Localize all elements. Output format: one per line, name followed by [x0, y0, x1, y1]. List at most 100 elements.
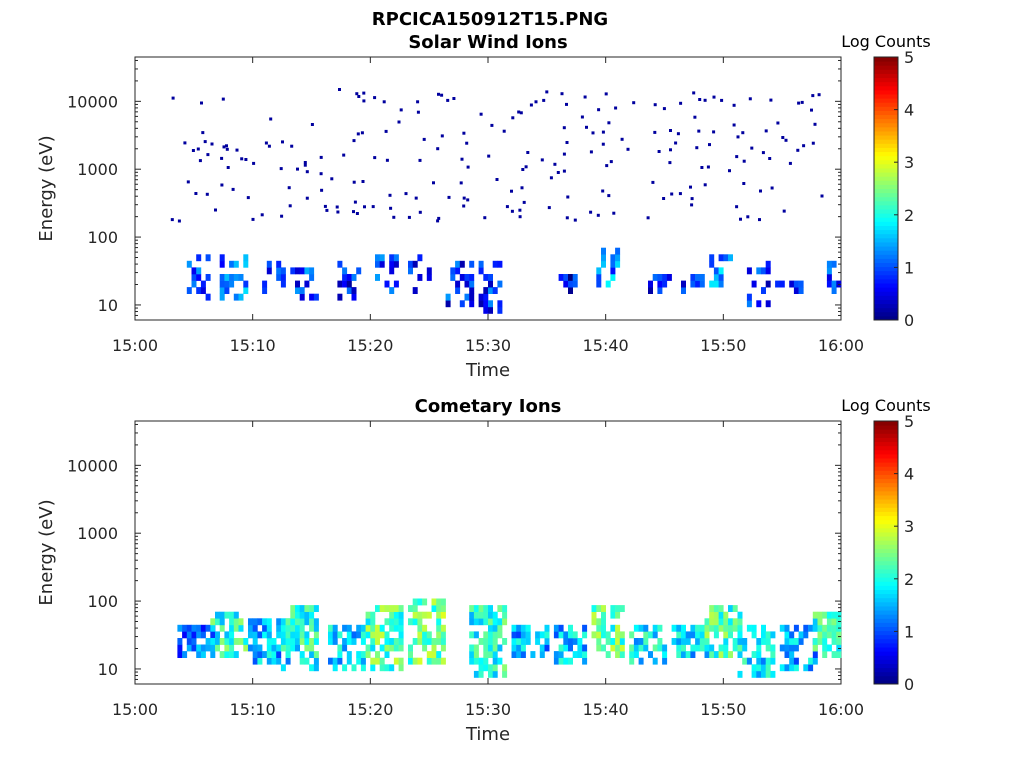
colorbar-swatch [874, 237, 898, 243]
spectrogram-cell [398, 657, 404, 665]
spectrogram-cell [742, 182, 746, 185]
spectrogram-cell [784, 631, 790, 639]
spectrogram-cell [681, 624, 686, 632]
spectrogram-cell [756, 657, 762, 665]
spectrogram-cell [251, 217, 255, 221]
spectrogram-cell [565, 216, 569, 220]
spectrogram-cell [459, 260, 465, 268]
spectrogram-cell [196, 631, 202, 639]
spectrogram-cell [384, 638, 390, 645]
spectrogram-cell [205, 274, 211, 281]
spectrogram-cell [447, 195, 451, 199]
spectrogram-cell [718, 254, 724, 262]
colorbar-swatch [874, 200, 898, 206]
colorbar-swatch [874, 445, 898, 451]
colorbar-swatch [874, 229, 898, 235]
spectrogram-cell [520, 631, 526, 639]
spectrogram-cell [257, 644, 263, 652]
spectrogram-cell [518, 208, 522, 212]
spectrogram-cell [285, 631, 291, 639]
colorbar-swatch [874, 564, 898, 570]
spectrogram-cell [280, 618, 286, 626]
spectrogram-cell [668, 161, 672, 165]
colorbar-swatch [874, 274, 898, 280]
spectrogram-cell [709, 644, 715, 652]
spectrogram-cell [238, 638, 244, 645]
spectrogram-cell [563, 280, 569, 288]
spectrogram-cell [732, 123, 736, 127]
spectrogram-cell [781, 136, 785, 139]
spectrogram-cell [233, 293, 239, 301]
colorbar-swatch [874, 675, 898, 681]
spectrogram-cell [629, 651, 635, 658]
colorbar-swatch [874, 478, 898, 484]
spectrogram-cell [737, 618, 743, 626]
spectrogram-cell [615, 651, 621, 658]
spectrogram-cell [408, 651, 413, 658]
colorbar-swatch [874, 163, 898, 169]
spectrogram-cell [290, 631, 296, 639]
spectrogram-cell [487, 154, 491, 158]
colorbar-swatch [874, 246, 898, 251]
spectrogram-cell [295, 611, 300, 619]
spectrogram-cell [267, 144, 271, 148]
spectrogram-cells [177, 598, 842, 678]
spectrogram-cell [196, 624, 202, 632]
spectrogram-cell [469, 651, 475, 658]
spectrogram-cell [422, 631, 428, 639]
spectrogram-cell [632, 101, 636, 105]
colorbar-swatch [874, 642, 898, 648]
spectrogram-cell [219, 293, 225, 301]
spectrogram-cell [436, 631, 442, 639]
spectrogram-cell [412, 598, 418, 606]
spectrogram-cell [553, 162, 557, 166]
spectrogram-cell [535, 631, 541, 639]
spectrogram-cell [362, 91, 366, 95]
spectrogram-cell [544, 624, 550, 632]
spectrogram-cell [219, 611, 225, 619]
spectrogram-cell [539, 631, 545, 639]
spectrogram-cell [370, 644, 376, 652]
spectrogram-cell [704, 624, 710, 632]
spectrogram-cell [492, 260, 498, 268]
spectrogram-cell [488, 651, 493, 658]
x-tick-label: 15:40 [583, 336, 629, 355]
spectrogram-cell [304, 605, 310, 612]
spectrogram-cell [229, 624, 235, 632]
spectrogram-cell [558, 624, 564, 632]
spectrogram-cell [836, 638, 842, 645]
spectrogram-cell [826, 631, 832, 639]
spectrogram-cell [638, 657, 644, 665]
spectrogram-cell [346, 274, 352, 281]
y-tick-label: 1000 [77, 524, 118, 543]
spectrogram-cell [210, 644, 216, 652]
colorbar-swatch [874, 581, 898, 586]
spectrogram-cell [643, 638, 649, 645]
spectrogram-cell [822, 644, 828, 652]
colorbar-tick-label: 0 [904, 675, 914, 694]
spectrogram-cell [610, 624, 616, 632]
spectrogram-cell [436, 618, 442, 626]
spectrogram-cell [478, 657, 484, 665]
spectrogram-cell [759, 189, 762, 193]
spectrogram-cell [356, 651, 362, 658]
spectrogram-cell [280, 624, 286, 632]
spectrogram-cell [363, 205, 366, 209]
spectrogram-cell [295, 605, 300, 612]
spectrogram-cell [483, 651, 489, 658]
spectrogram-cell [695, 274, 701, 281]
spectrogram-cell [633, 651, 639, 658]
spectrogram-cell [609, 160, 613, 164]
spectrogram-cell [713, 605, 719, 612]
spectrogram-cell [186, 624, 192, 632]
spectrogram-cell [505, 205, 509, 209]
spectrogram-cell [718, 644, 724, 652]
spectrogram-cell [357, 95, 361, 98]
spectrogram-cell [285, 638, 291, 645]
colorbar-swatch [874, 110, 898, 116]
spectrogram-cell [826, 618, 832, 626]
spectrogram-cell [718, 280, 724, 288]
x-tick-label: 15:50 [700, 336, 746, 355]
spectrogram-cell [657, 638, 663, 645]
spectrogram-cell [186, 638, 192, 645]
